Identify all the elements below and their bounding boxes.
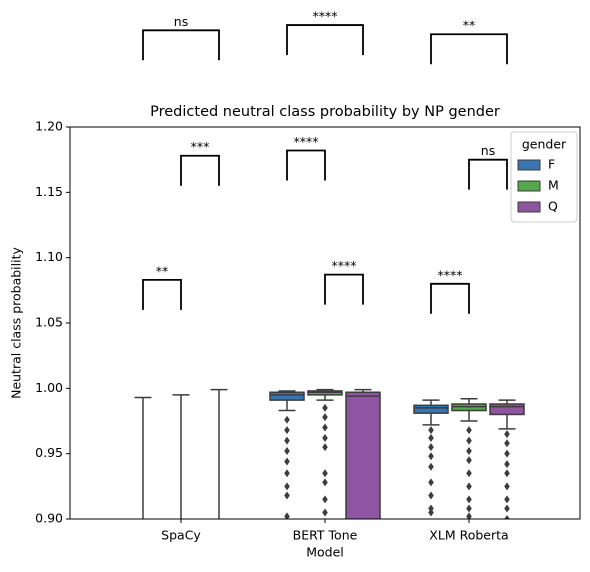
box (345, 391, 381, 519)
outlier (322, 469, 328, 478)
significance-label: ** (463, 18, 476, 33)
significance-bracket (142, 29, 220, 61)
significance-label: ns (174, 14, 188, 29)
outlier (504, 482, 510, 491)
outlier (504, 449, 510, 458)
significance-label: **** (294, 134, 319, 149)
outlier (428, 452, 434, 461)
box (489, 403, 525, 416)
significance-label: ns (481, 143, 495, 158)
outlier (322, 443, 328, 452)
y-tick-label: 0.90 (35, 511, 63, 526)
outlier (284, 415, 290, 424)
outlier (322, 508, 328, 517)
outlier (284, 447, 290, 456)
outlier (466, 512, 472, 519)
x-tick-label: XLM Roberta (429, 528, 508, 543)
outlier (466, 447, 472, 456)
significance-label: *** (191, 139, 210, 154)
outlier (428, 508, 434, 517)
outlier (504, 515, 510, 519)
outlier (466, 456, 472, 465)
outlier (428, 433, 434, 442)
outlier (504, 430, 510, 439)
outlier (284, 457, 290, 466)
y-tick-label: 1.05 (35, 315, 63, 330)
significance-bracket (286, 149, 326, 181)
significance-label: ** (156, 263, 169, 278)
outlier (322, 433, 328, 442)
outlier (466, 469, 472, 478)
y-axis-label: Neutral class probability (9, 246, 24, 398)
plot-frame (69, 126, 581, 520)
outlier (466, 482, 472, 491)
y-tick-label: 1.20 (35, 119, 63, 134)
chart-title: Predicted neutral class probability by N… (150, 104, 500, 120)
outlier (504, 504, 510, 513)
outlier (504, 495, 510, 504)
outlier (428, 462, 434, 471)
outlier (322, 413, 328, 422)
outlier (284, 436, 290, 445)
outlier (284, 512, 290, 519)
y-tick-label: 0.95 (35, 445, 63, 460)
legend-swatch (517, 159, 541, 171)
legend-swatch (517, 180, 541, 192)
outlier (466, 495, 472, 504)
x-tick-label: SpaCy (161, 528, 201, 543)
significance-bracket (286, 24, 364, 56)
box (413, 404, 449, 414)
outlier (428, 478, 434, 487)
legend-label: Q (548, 199, 558, 214)
legend-label: M (548, 178, 559, 193)
significance-bracket (468, 158, 508, 190)
outlier (466, 426, 472, 435)
legend-frame (510, 131, 578, 223)
outlier (284, 482, 290, 491)
significance-label: **** (313, 9, 338, 24)
significance-bracket (180, 154, 220, 186)
y-tick-label: 1.10 (35, 249, 63, 264)
legend-swatch (517, 201, 541, 213)
outlier (428, 443, 434, 452)
outlier (428, 426, 434, 435)
outlier (466, 436, 472, 445)
outlier (504, 469, 510, 478)
outlier (504, 460, 510, 469)
outlier (284, 491, 290, 500)
outlier (466, 504, 472, 513)
significance-bracket (430, 282, 470, 314)
y-tick-label: 1.00 (35, 380, 63, 395)
significance-label: **** (332, 258, 357, 273)
outlier (284, 426, 290, 435)
box (269, 391, 305, 401)
significance-bracket (430, 33, 508, 65)
y-tick-label: 1.15 (35, 184, 63, 199)
outlier (504, 439, 510, 448)
outlier (322, 423, 328, 432)
outlier (322, 478, 328, 487)
significance-label: **** (438, 267, 463, 282)
outlier (322, 495, 328, 504)
x-tick-label: BERT Tone (293, 528, 358, 543)
outlier (284, 469, 290, 478)
legend-label: F (548, 157, 555, 172)
plot-area (134, 388, 525, 519)
legend-title: gender (522, 137, 567, 152)
outlier (428, 491, 434, 500)
significance-bracket (142, 278, 182, 310)
x-axis-label: Model (306, 545, 344, 560)
significance-bracket (324, 273, 364, 305)
outlier (322, 403, 328, 412)
